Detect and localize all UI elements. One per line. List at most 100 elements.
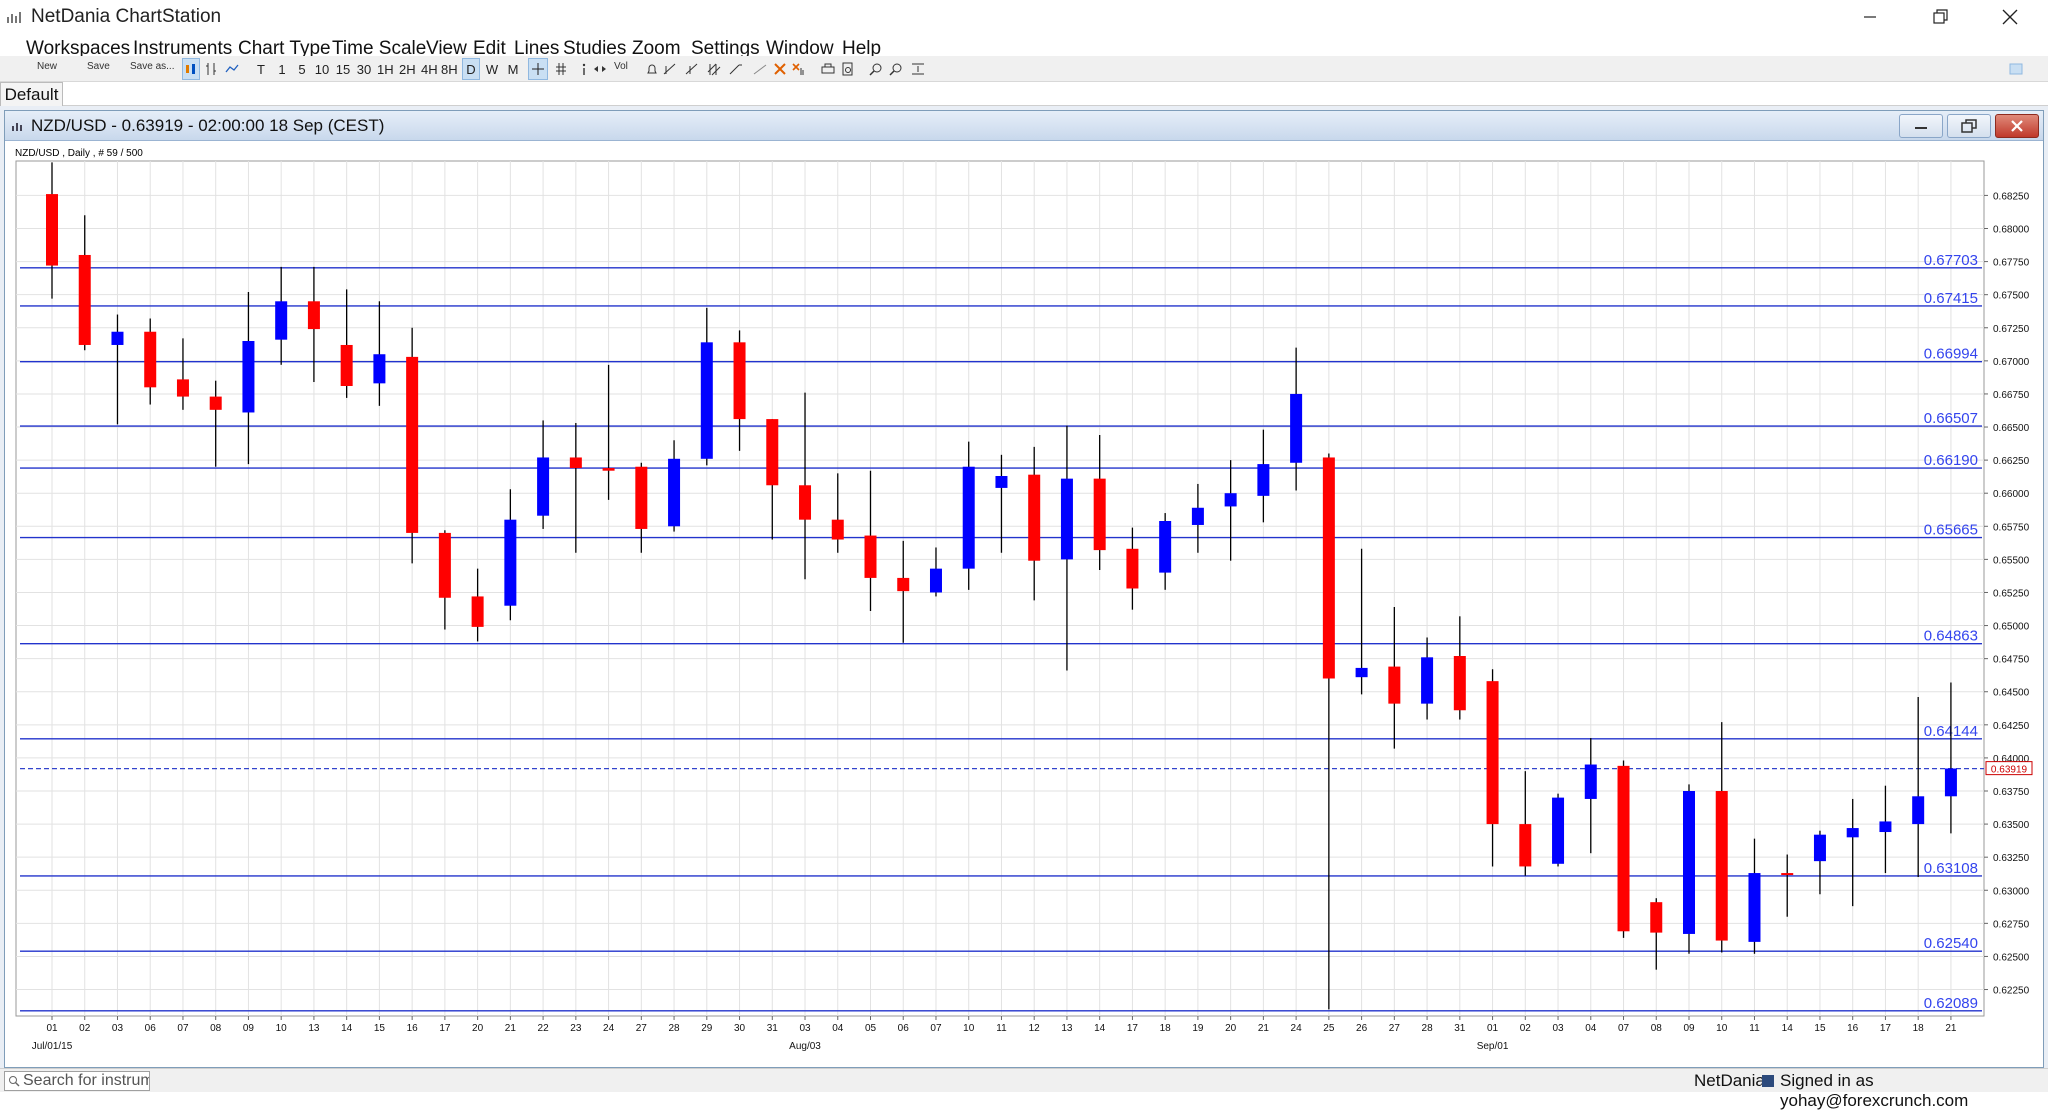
minimize-button[interactable] bbox=[1840, 2, 1900, 32]
candle-body-bullish bbox=[1584, 764, 1597, 799]
x-tick-label: 04 bbox=[1585, 1023, 1597, 1034]
menu-zoom[interactable]: Zoom bbox=[632, 38, 681, 59]
menu-studies[interactable]: Studies bbox=[563, 38, 627, 59]
x-tick-label: 07 bbox=[930, 1023, 942, 1034]
timescale-t[interactable]: T bbox=[257, 61, 265, 77]
x-tick-label: 09 bbox=[1683, 1023, 1695, 1034]
draw-line-button[interactable] bbox=[752, 58, 768, 80]
instrument-search-input[interactable]: Search for instrument bbox=[4, 1071, 150, 1091]
horizontal-line-label: 0.64863 bbox=[1924, 628, 1978, 645]
zoom-out-icon bbox=[889, 63, 902, 76]
timescale-2h[interactable]: 2H bbox=[399, 61, 416, 77]
x-tick-label: 10 bbox=[276, 1023, 288, 1034]
menu-help[interactable]: Help bbox=[842, 38, 882, 59]
chart-window-titlebar[interactable]: NZD/USD - 0.63919 - 02:00:00 18 Sep (CES… bbox=[5, 111, 2043, 141]
volume-button[interactable]: Vol bbox=[614, 61, 628, 72]
timescale-30[interactable]: 30 bbox=[356, 61, 372, 77]
print-preview-button[interactable] bbox=[840, 58, 856, 80]
menu-window[interactable]: Window bbox=[766, 38, 834, 59]
last-price-label: 0.63919 bbox=[1991, 765, 2028, 776]
horizontal-line-label: 0.67703 bbox=[1924, 252, 1978, 269]
print-button[interactable] bbox=[820, 58, 836, 80]
search-icon bbox=[9, 1076, 20, 1087]
restore-button[interactable] bbox=[1910, 2, 1970, 32]
x-tick-label: 17 bbox=[1127, 1023, 1139, 1034]
timescale-15[interactable]: 15 bbox=[335, 61, 351, 77]
x-tick-label: 30 bbox=[734, 1023, 746, 1034]
timescale-10[interactable]: 10 bbox=[314, 61, 330, 77]
tab-default[interactable]: Default bbox=[0, 82, 63, 106]
timescale-4h[interactable]: 4H bbox=[421, 61, 438, 77]
candle-body-bearish bbox=[438, 532, 451, 598]
candle-body-bearish bbox=[799, 485, 812, 520]
save-button[interactable]: Save bbox=[87, 61, 110, 72]
candle-body-bearish bbox=[1126, 548, 1139, 589]
menu-edit[interactable]: Edit bbox=[473, 38, 506, 59]
delete-x-icon bbox=[774, 63, 786, 75]
x-tick-label: 28 bbox=[668, 1023, 680, 1034]
close-button[interactable] bbox=[1980, 2, 2040, 32]
timescale-8h[interactable]: 8H bbox=[441, 61, 458, 77]
menu-settings[interactable]: Settings bbox=[691, 38, 760, 59]
chart-minimize-button[interactable] bbox=[1899, 114, 1943, 138]
menu-view[interactable]: View bbox=[426, 38, 467, 59]
new-button[interactable]: New bbox=[37, 61, 58, 72]
x-tick-label: 19 bbox=[1192, 1023, 1204, 1034]
menu-workspaces[interactable]: Workspaces bbox=[26, 38, 131, 59]
scroll-button[interactable] bbox=[592, 58, 608, 80]
grid-button[interactable] bbox=[553, 58, 569, 80]
zoom-out-button[interactable] bbox=[888, 58, 904, 80]
timescale-5[interactable]: 5 bbox=[298, 61, 306, 77]
x-tick-label: 22 bbox=[538, 1023, 550, 1034]
timescale-1[interactable]: 1 bbox=[278, 61, 286, 77]
alert-button[interactable] bbox=[644, 58, 660, 80]
menu-time-scale[interactable]: Time Scale bbox=[332, 38, 427, 59]
y-tick-label: 0.66750 bbox=[1993, 390, 2030, 401]
menu-lines[interactable]: Lines bbox=[514, 38, 560, 59]
delete-lines-button[interactable] bbox=[772, 58, 788, 80]
save-as-button[interactable]: Save as... bbox=[130, 61, 175, 72]
chart-restore-button[interactable] bbox=[1947, 114, 1991, 138]
candle-body-bearish bbox=[1453, 656, 1466, 711]
x-tick-label: 31 bbox=[1454, 1023, 1466, 1034]
timescale-d[interactable]: D bbox=[462, 58, 480, 80]
candle-body-bullish bbox=[1813, 834, 1826, 862]
y-tick-label: 0.62750 bbox=[1993, 919, 2030, 930]
status-bar: Search for instrument NetDania Signed in… bbox=[0, 1068, 2048, 1110]
zoom-fit-button[interactable] bbox=[910, 58, 926, 80]
y-tick-label: 0.63250 bbox=[1993, 853, 2030, 864]
line-tool-4[interactable] bbox=[728, 58, 744, 80]
chart-canvas[interactable]: 0.68250 0.68000 0.67750 0.67500 0.67250 0.670… bbox=[5, 111, 2043, 1067]
bar-chart-button[interactable] bbox=[203, 58, 219, 80]
timescale-1h[interactable]: 1H bbox=[377, 61, 394, 77]
x-tick-label: 28 bbox=[1422, 1023, 1434, 1034]
menu-instruments[interactable]: Instruments bbox=[133, 38, 233, 59]
line-tool-1[interactable] bbox=[662, 58, 678, 80]
zoom-in-button[interactable] bbox=[868, 58, 884, 80]
chart-close-button[interactable] bbox=[1995, 114, 2039, 138]
horizontal-line-label: 0.66190 bbox=[1924, 452, 1978, 469]
info-button[interactable] bbox=[576, 58, 592, 80]
crosshair-button[interactable] bbox=[528, 58, 548, 80]
ray-icon bbox=[685, 63, 698, 75]
menu-chart-type[interactable]: Chart Type bbox=[238, 38, 331, 59]
y-tick-label: 0.64000 bbox=[1993, 754, 2030, 765]
x-tick-label: 02 bbox=[1520, 1023, 1532, 1034]
y-tick-label: 0.66000 bbox=[1993, 489, 2030, 500]
y-tick-label: 0.67000 bbox=[1993, 357, 2030, 368]
line-tool-2[interactable] bbox=[684, 58, 700, 80]
signed-in-status[interactable]: Signed in as yohay@forexcrunch.com bbox=[1780, 1071, 1969, 1110]
y-tick-label: 0.64250 bbox=[1993, 721, 2030, 732]
timescale-m[interactable]: M bbox=[507, 61, 519, 77]
x-tick-label: 14 bbox=[341, 1023, 353, 1034]
line-chart-button[interactable] bbox=[223, 58, 241, 80]
line-tool-3[interactable] bbox=[706, 58, 722, 80]
timescale-w[interactable]: W bbox=[485, 61, 499, 77]
zoom-fit-icon bbox=[912, 63, 924, 75]
delete-all-button[interactable] bbox=[790, 58, 806, 80]
panel-toggle-button[interactable] bbox=[2006, 58, 2026, 80]
candle-body-bullish bbox=[962, 466, 975, 569]
x-tick-label: 07 bbox=[177, 1023, 189, 1034]
candle-body-bearish bbox=[1028, 474, 1041, 561]
candlestick-chart-button[interactable] bbox=[182, 58, 200, 80]
